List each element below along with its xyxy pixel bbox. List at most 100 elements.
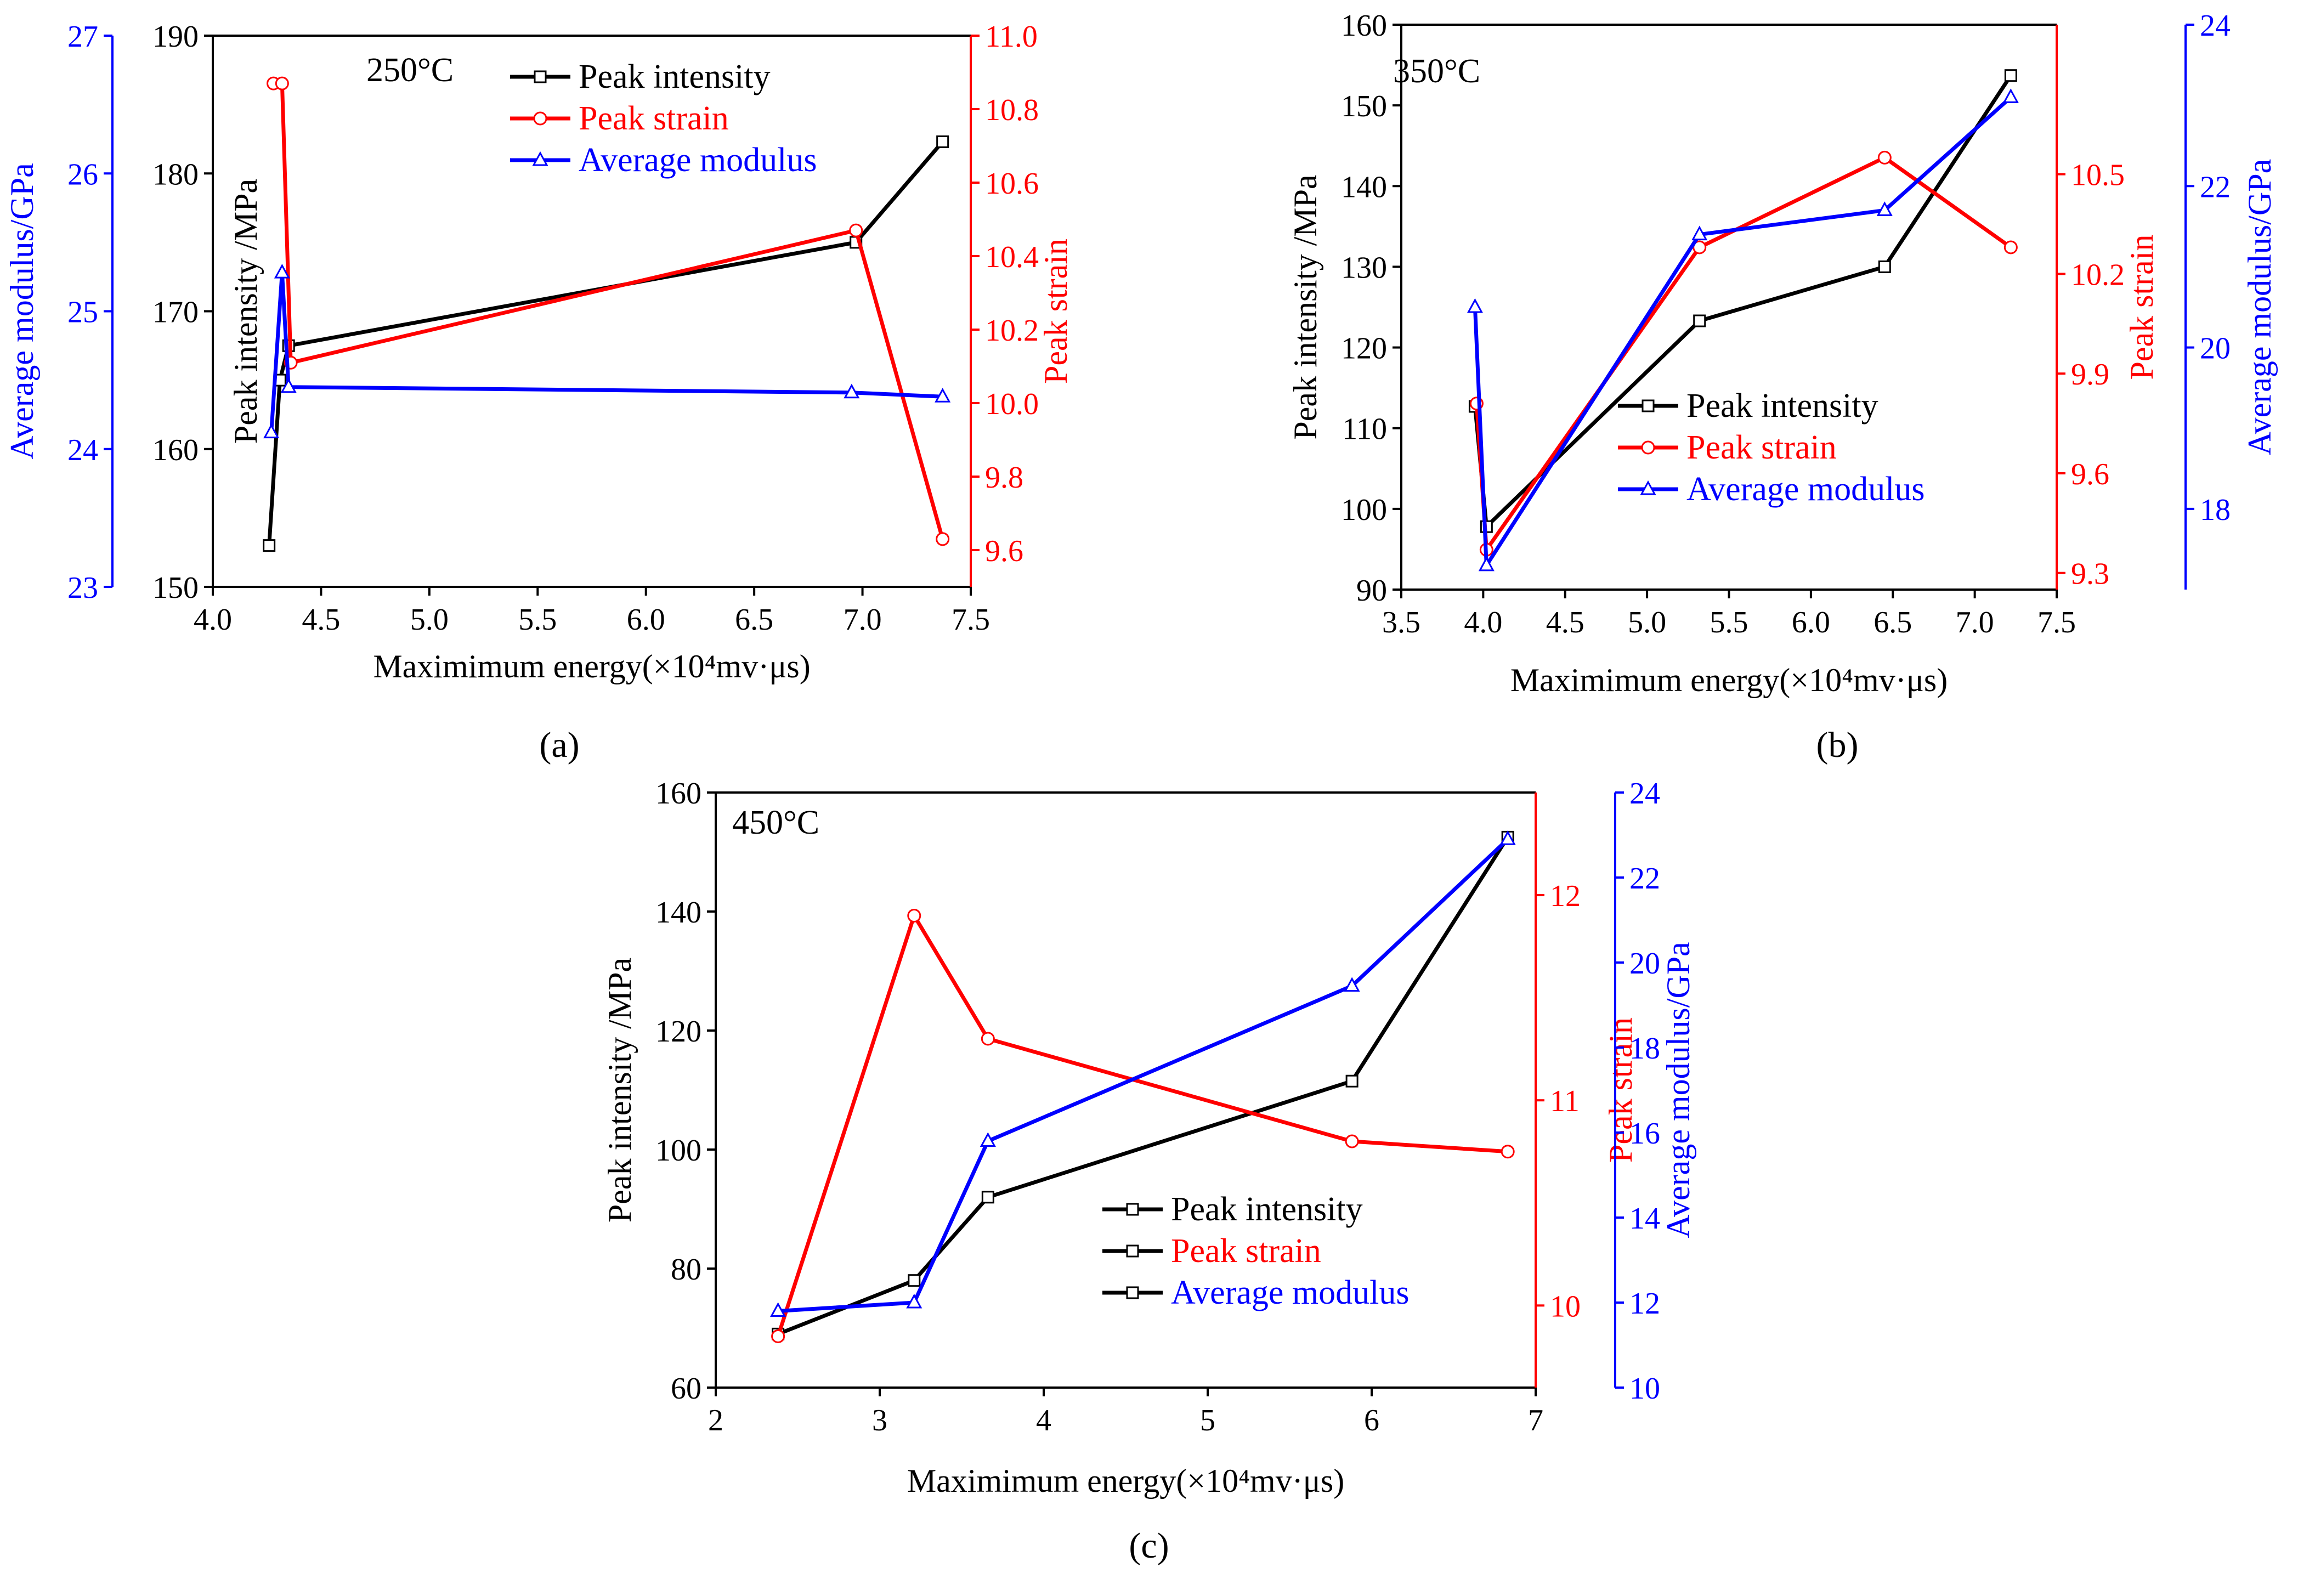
- data-point: [1345, 1074, 1359, 1088]
- outer-left-tick-label: 27: [67, 20, 98, 54]
- right-tick-label: 9.3: [2071, 557, 2109, 591]
- legend-label: Peak intensity: [1686, 387, 1878, 425]
- data-point: [2003, 240, 2018, 254]
- right-tick-label: 10: [1550, 1289, 1581, 1323]
- x-axis-label: Maximimum energy(×10⁴mv·μs): [1510, 662, 1948, 698]
- data-point: [274, 264, 290, 279]
- legend-marker: [1642, 399, 1655, 412]
- data-point: [1467, 298, 1483, 313]
- x-tick-label: 4.5: [302, 603, 340, 637]
- chart-panel-b: 3.5 4.0 4.5 5.0 5.5 6.0 6.5 7.0 7.5 Maximimum ene…: [1287, 9, 2278, 765]
- data-point: [275, 76, 289, 90]
- left-tick-label: 100: [655, 1134, 701, 1168]
- temperature-label: 350°C: [1393, 53, 1480, 90]
- data-point: [936, 532, 950, 546]
- legend-label: Average modulus: [1171, 1274, 1409, 1311]
- legend-marker: [1126, 1244, 1139, 1258]
- data-point: [2004, 69, 2017, 82]
- series-line-peak-strain: [776, 913, 1508, 1337]
- outer-right-axis-label: Average modulus/GPa: [2242, 159, 2278, 455]
- data-point: [980, 1132, 996, 1147]
- data-point: [2002, 88, 2019, 103]
- data-point: [981, 1032, 995, 1046]
- legend-marker: [534, 70, 547, 83]
- outer-right-tick-label: 18: [1629, 1032, 1660, 1066]
- outer-left-tick-label: 26: [67, 157, 98, 191]
- data-point: [908, 1274, 921, 1287]
- outer-right-tick-label: 24: [1629, 777, 1660, 811]
- right-axis-label: Peak strain: [1603, 1017, 1639, 1163]
- legend-label: Average modulus: [1686, 471, 1925, 508]
- left-tick-label: 90: [1356, 574, 1387, 608]
- legend-marker: [532, 151, 548, 166]
- right-tick-label: 10.0: [985, 387, 1039, 421]
- chart-panel-c: 2 3 4 5 6 7 Maximimum energy(×10⁴mv·μs) 60 80 100…: [602, 777, 1696, 1566]
- x-tick-label: 2: [708, 1403, 723, 1437]
- data-point: [935, 388, 951, 403]
- x-tick-label: 5.5: [518, 603, 557, 637]
- left-tick-label: 170: [152, 296, 199, 330]
- left-tick-label: 130: [1341, 251, 1387, 285]
- left-tick-label: 140: [655, 896, 701, 930]
- outer-right-tick-label: 20: [1629, 947, 1660, 981]
- outer-left-tick-label: 23: [67, 571, 98, 605]
- outer-right-tick-label: 22: [2200, 170, 2231, 204]
- right-tick-label: 9.6: [985, 534, 1023, 568]
- data-point: [1501, 1145, 1515, 1159]
- left-tick-label: 120: [1341, 332, 1387, 366]
- right-tick-label: 9.6: [2071, 457, 2109, 491]
- x-tick-label: 6.5: [1874, 605, 1912, 639]
- data-point: [907, 908, 921, 922]
- x-tick-label: 7.5: [952, 603, 990, 637]
- legend-label: Peak strain: [579, 100, 729, 137]
- left-tick-label: 160: [1341, 9, 1387, 43]
- legend-label: Peak strain: [1171, 1232, 1321, 1270]
- legend-label: Peak intensity: [579, 58, 771, 95]
- data-point: [1499, 830, 1516, 845]
- outer-right-tick-label: 24: [2200, 9, 2231, 43]
- x-tick-label: 5.0: [1628, 605, 1666, 639]
- x-axis-label: Maximimum energy(×10⁴mv·μs): [373, 648, 810, 684]
- data-point: [1878, 260, 1891, 273]
- x-tick-label: 3: [872, 1403, 887, 1437]
- x-tick-label: 4.0: [194, 603, 232, 637]
- data-point: [849, 223, 863, 237]
- left-tick-label: 160: [152, 433, 199, 467]
- outer-left-tick-label: 25: [67, 296, 98, 330]
- x-tick-label: 7: [1528, 1403, 1543, 1437]
- x-tick-label: 6.5: [735, 603, 773, 637]
- right-tick-label: 12: [1550, 879, 1581, 913]
- data-point: [770, 1302, 786, 1317]
- data-point: [936, 135, 949, 148]
- left-axis-label: Peak intensity /MPa: [602, 958, 638, 1223]
- legend-label: Average modulus: [579, 142, 817, 179]
- series-line-average-modulus: [269, 270, 943, 433]
- left-tick-label: 110: [1342, 412, 1387, 446]
- left-tick-label: 100: [1341, 493, 1387, 527]
- data-point: [1691, 225, 1708, 241]
- x-tick-label: 5.0: [410, 603, 449, 637]
- panel-caption: (c): [1129, 1526, 1169, 1566]
- left-tick-label: 160: [655, 777, 701, 811]
- right-axis-label: Peak strain: [1038, 239, 1074, 384]
- outer-left-tick-label: 24: [67, 433, 98, 467]
- outer-right-tick-label: 12: [1629, 1287, 1660, 1321]
- right-tick-label: 9.8: [985, 461, 1023, 495]
- temperature-label: 250°C: [366, 52, 454, 89]
- data-point: [263, 539, 276, 552]
- data-point: [263, 423, 280, 439]
- left-tick-label: 80: [671, 1253, 701, 1287]
- left-tick-label: 60: [671, 1372, 701, 1406]
- legend-marker: [1126, 1203, 1139, 1216]
- right-tick-label: 10.8: [985, 93, 1039, 127]
- right-tick-label: 10.6: [985, 167, 1039, 201]
- right-tick-label: 9.9: [2071, 358, 2109, 392]
- outer-right-tick-label: 14: [1629, 1202, 1660, 1236]
- panel-caption: (b): [1816, 725, 1859, 765]
- legend-marker: [1641, 440, 1655, 455]
- data-point: [981, 1191, 994, 1204]
- right-tick-label: 11: [1550, 1084, 1580, 1118]
- series-line-average-modulus: [778, 837, 1509, 1313]
- data-point: [771, 1329, 785, 1343]
- x-axis-label: Maximimum energy(×10⁴mv·μs): [907, 1463, 1344, 1499]
